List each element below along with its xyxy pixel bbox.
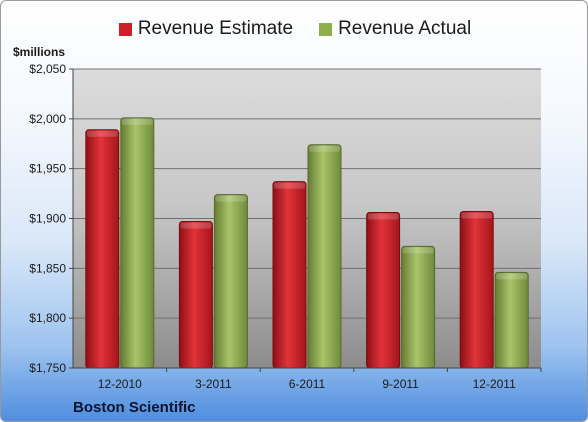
y-axis-unit-label: $millions [13,45,66,59]
x-tick-label: 9-2011 [382,377,419,391]
y-tick-label: $2,050 [29,62,66,76]
bar-highlight-actual-12-2011 [496,273,528,280]
x-tick-label: 6-2011 [289,377,326,391]
legend-swatch-estimate [118,22,132,36]
chart-legend: Revenue Estimate Revenue Actual [1,16,587,42]
x-tick-label: 3-2011 [195,377,232,391]
bar-actual-9-2011 [401,245,436,369]
legend-label-actual: Revenue Actual [338,18,472,39]
legend-item-actual: Revenue Actual [319,18,471,40]
legend-swatch-actual [319,22,333,36]
x-tick-label: 12-2010 [98,377,142,391]
bar-highlight-actual-3-2011 [215,195,247,202]
y-tick-label: $1,950 [29,162,66,176]
bar-actual-6-2011 [307,144,342,369]
legend-label-estimate: Revenue Estimate [137,18,294,39]
bar-estimate-12-2011 [459,211,494,369]
bar-actual-12-2010 [120,117,155,369]
legend-item-estimate: Revenue Estimate [118,18,294,40]
bar-estimate-12-2010 [85,129,120,369]
bar-actual-12-2011 [494,271,529,369]
bar-highlight-estimate-12-2011 [461,212,493,219]
bar-highlight-actual-9-2011 [402,247,434,254]
company-label: Boston Scientific [73,399,196,416]
bar-highlight-actual-12-2010 [121,118,153,125]
y-tick-label: $1,800 [29,311,66,325]
bar-highlight-estimate-9-2011 [367,213,399,220]
bar-estimate-3-2011 [178,220,213,369]
bar-estimate-9-2011 [366,212,401,369]
bar-highlight-estimate-3-2011 [180,222,212,229]
bar-estimate-6-2011 [272,181,307,369]
bar-highlight-estimate-12-2010 [86,130,118,137]
y-tick-label: $2,000 [29,112,66,126]
y-tick-label: $1,900 [29,212,66,226]
x-tick-label: 12-2011 [473,377,516,391]
bar-actual-3-2011 [213,194,248,369]
bar-highlight-actual-6-2011 [309,145,340,152]
y-tick-label: $1,850 [29,261,66,275]
bar-highlight-estimate-6-2011 [274,182,305,189]
y-tick-label: $1,750 [29,361,66,375]
